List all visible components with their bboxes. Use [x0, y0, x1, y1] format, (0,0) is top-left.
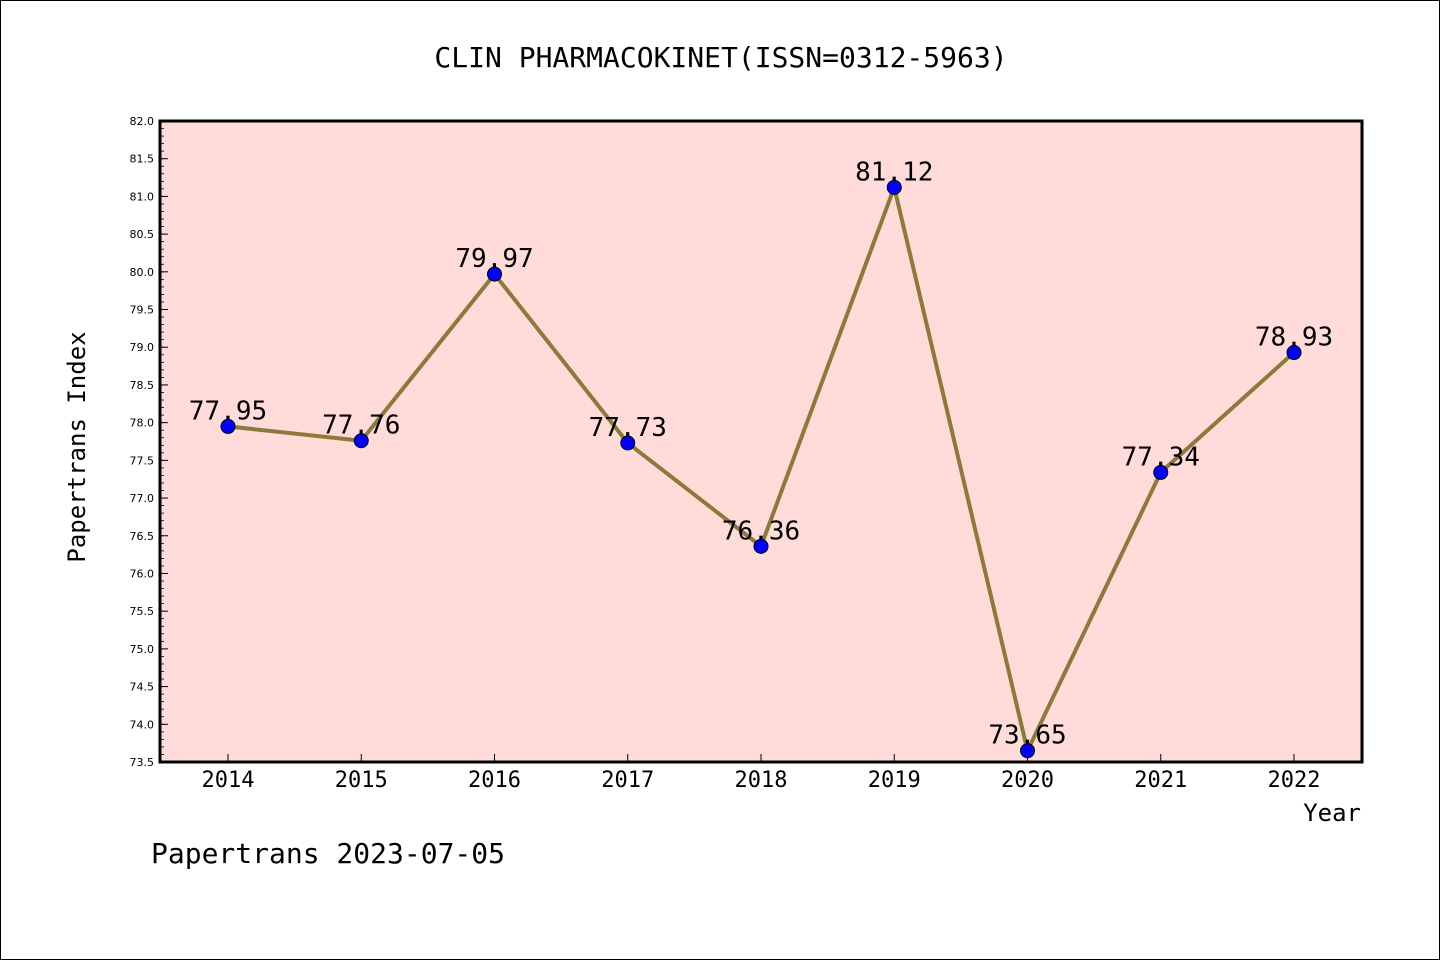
- y-tick-label: 79.0: [130, 341, 155, 354]
- data-point-marker: [353, 433, 369, 449]
- data-point-marker: [487, 266, 502, 282]
- data-label: 73.65: [988, 721, 1066, 751]
- data-point-marker: [1153, 464, 1169, 480]
- x-tick-label: 2015: [335, 768, 388, 793]
- markers-group: [220, 179, 1302, 759]
- y-tick-label: 76.0: [130, 567, 155, 580]
- data-point-marker: [220, 418, 236, 434]
- footer-text: Papertrans 2023-07-05: [151, 837, 505, 870]
- x-tick-label: 2016: [468, 768, 521, 793]
- data-label: 77.34: [1122, 442, 1200, 472]
- y-tick-label: 79.5: [130, 304, 155, 317]
- data-label: 77.76: [322, 411, 400, 441]
- data-label: 78.93: [1255, 323, 1333, 353]
- data-point-marker: [886, 179, 902, 195]
- y-axis-label: Papertrans Index: [63, 331, 91, 562]
- y-tick-label: 80.0: [130, 266, 155, 279]
- y-tick-label: 75.5: [130, 605, 155, 618]
- y-axis-ticks: 73.5 74.0 74.5 75.0 75.5 76.0 76.5 77.0 77.5 78.0…: [130, 115, 168, 769]
- x-axis-label: Year: [1303, 799, 1361, 827]
- data-point-marker: [620, 435, 636, 451]
- y-tick-label: 81.0: [130, 190, 155, 203]
- y-tick-label: 82.0: [130, 115, 155, 128]
- y-tick-label: 74.0: [130, 718, 155, 731]
- x-tick-label: 2014: [202, 768, 255, 793]
- y-tick-label: 73.5: [130, 756, 155, 769]
- data-label: 79.97: [455, 244, 533, 274]
- y-tick-label: 75.0: [130, 643, 155, 656]
- y-tick-label: 80.5: [130, 228, 155, 241]
- data-label: 76.36: [722, 516, 800, 546]
- y-tick-label: 77.0: [130, 492, 155, 505]
- y-tick-label: 77.5: [130, 454, 155, 467]
- y-tick-label: 78.0: [130, 417, 155, 430]
- x-tick-label: 2022: [1268, 768, 1321, 793]
- data-labels-group: 77.95 77.76 79.97 77.73 76.36 81.12 73.65 77.34…: [189, 157, 1333, 750]
- y-tick-label: 76.5: [130, 530, 155, 543]
- x-tick-label: 2019: [868, 768, 921, 793]
- y-tick-label: 78.5: [130, 379, 155, 392]
- x-tick-label: 2021: [1134, 768, 1187, 793]
- x-tick-label: 2018: [735, 768, 788, 793]
- y-tick-label: 74.5: [130, 681, 155, 694]
- x-tick-label: 2017: [601, 768, 654, 793]
- data-label: 77.95: [189, 396, 267, 426]
- data-label: 81.12: [855, 157, 933, 187]
- chart-title: CLIN PHARMACOKINET(ISSN=0312-5963): [434, 41, 1007, 74]
- y-tick-label: 81.5: [130, 153, 155, 166]
- data-point-marker: [1020, 743, 1035, 759]
- data-label: 77.73: [589, 413, 667, 443]
- x-axis-ticks: 2014 2015 2016 2017 2018 2019 2020 2021 2022: [202, 754, 1321, 793]
- data-point-marker: [1286, 345, 1302, 361]
- x-tick-label: 2020: [1001, 768, 1054, 793]
- data-point-marker: [753, 538, 769, 554]
